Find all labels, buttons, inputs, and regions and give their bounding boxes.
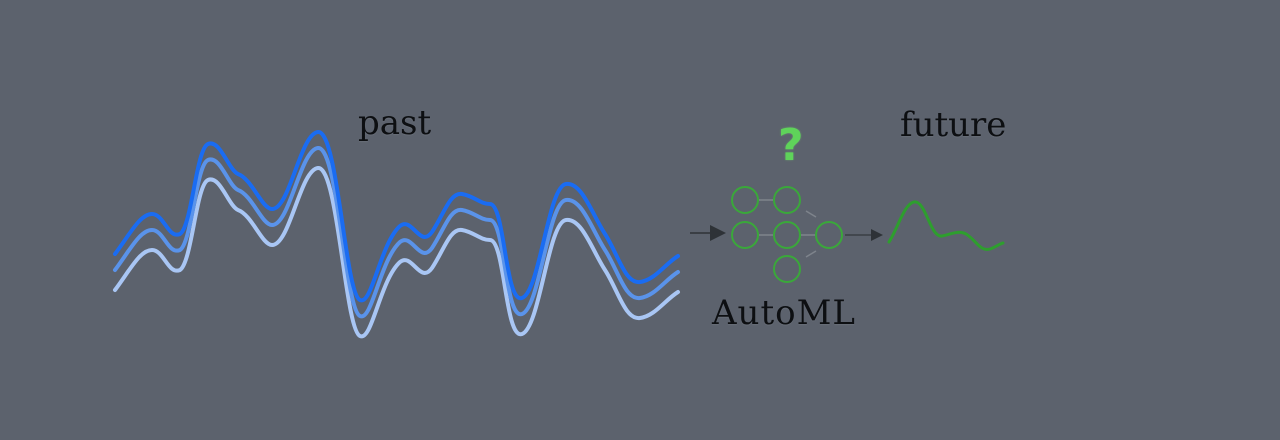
neural-network-icon <box>731 186 843 283</box>
past-series-light-line <box>113 166 680 339</box>
question-mark-icon: ? <box>778 120 804 171</box>
future-forecast-line <box>887 200 1005 251</box>
past-label: past <box>358 103 432 143</box>
past-series-mid-line <box>113 146 680 319</box>
automl-label: AutoML <box>712 293 856 333</box>
future-label: future <box>900 105 1007 145</box>
past-time-series <box>113 130 680 339</box>
past-series-dark-line <box>113 130 680 303</box>
